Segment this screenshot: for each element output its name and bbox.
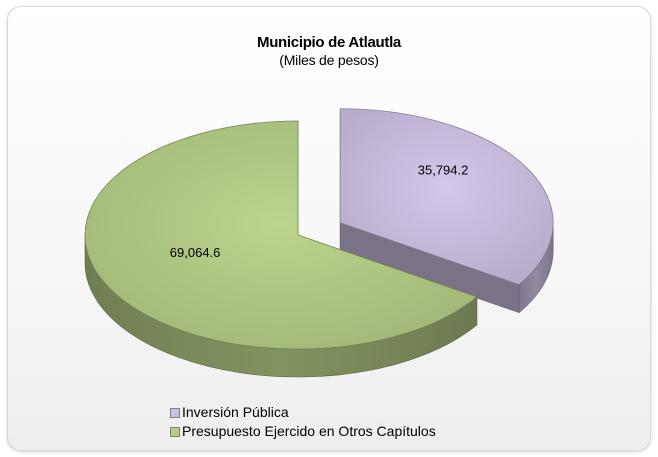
legend-item-presupuesto: Presupuesto Ejercido en Otros Capítulos [170, 422, 436, 441]
chart-subtitle: (Miles de pesos) [279, 52, 379, 68]
pie-slice-presupuesto [84, 120, 478, 350]
chart-title: Municipio de Atlautla [257, 34, 401, 51]
legend-swatch-presupuesto [170, 426, 180, 437]
legend-label-presupuesto: Presupuesto Ejercido en Otros Capítulos [182, 423, 436, 439]
legend-label-inversion: Inversión Pública [182, 404, 289, 420]
legend-swatch-inversion [170, 407, 180, 418]
pie-slice-inversion [339, 108, 554, 286]
data-label-presupuesto: 69,064.6 [170, 245, 221, 260]
legend-item-inversion: Inversión Pública [170, 403, 436, 422]
chart-legend: Inversión Pública Presupuesto Ejercido e… [170, 403, 436, 441]
data-label-inversion: 35,794.2 [418, 163, 469, 178]
